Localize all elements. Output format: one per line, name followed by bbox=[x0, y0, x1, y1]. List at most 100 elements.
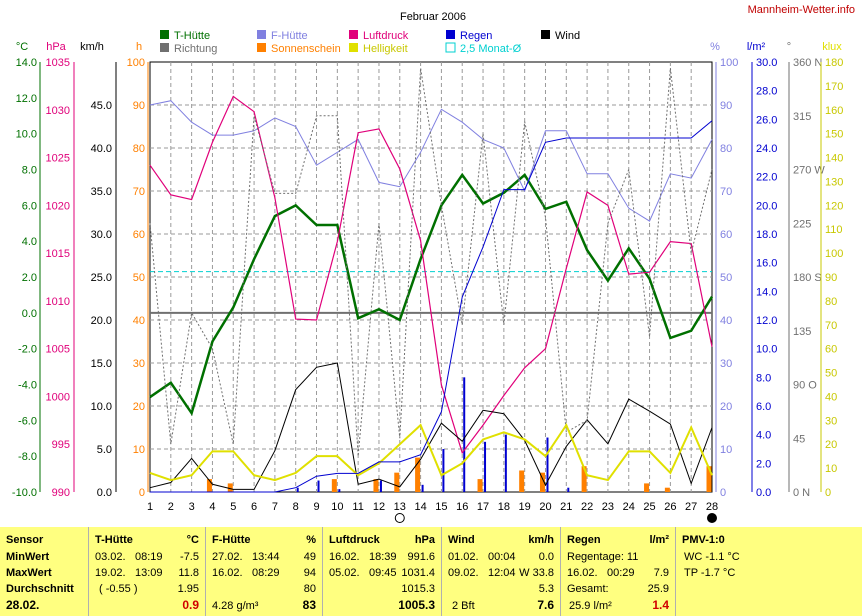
luftdruck-max-date: 05.02. bbox=[329, 567, 360, 579]
tick-label-pressure: 1015 bbox=[46, 248, 70, 260]
tick-label-temp: -4.0 bbox=[18, 380, 37, 392]
x-tick-label: 9 bbox=[313, 501, 319, 513]
stats-row-avg: Durchschnitt bbox=[6, 583, 74, 595]
x-tick-label: 17 bbox=[477, 501, 489, 513]
x-tick-label: 10 bbox=[331, 501, 343, 513]
tick-label-humidity: 10 bbox=[720, 444, 732, 456]
legend-swatch-regen bbox=[446, 30, 455, 39]
legend-swatch-helligkeit bbox=[349, 43, 358, 52]
tick-label-rain: 18.0 bbox=[756, 229, 777, 241]
bar-sonnenschein bbox=[581, 466, 587, 492]
t-huette-max-date: 19.02. bbox=[95, 567, 126, 579]
chart-title: Februar 2006 bbox=[400, 11, 466, 23]
bar-sonnenschein bbox=[227, 483, 233, 492]
axis-unit-direction: ° bbox=[787, 41, 791, 53]
luftdruck-max-val: 1031.4 bbox=[401, 567, 435, 579]
tick-label-pressure: 1030 bbox=[46, 105, 70, 117]
site-link[interactable]: Mannheim-Wetter.info bbox=[748, 4, 855, 16]
stats-col-sensor: Sensor MinWert MaxWert Durchschnitt 28.0… bbox=[0, 527, 88, 616]
t-huette-min-val: -7.5 bbox=[180, 551, 199, 563]
t-huette-unit: °C bbox=[186, 534, 199, 546]
tick-label-sun: 40 bbox=[133, 315, 145, 327]
pmv-header: PMV-1:0 bbox=[682, 534, 725, 546]
x-tick-label: 28 bbox=[706, 501, 718, 513]
bar-sonnenschein bbox=[644, 483, 650, 492]
tick-label-rain: 28.0 bbox=[756, 86, 777, 98]
tick-label-wind: 40.0 bbox=[91, 143, 112, 155]
tick-label-wind: 35.0 bbox=[91, 186, 112, 198]
tick-label-humidity: 20 bbox=[720, 401, 732, 413]
tick-label-direction: 315 bbox=[793, 111, 811, 123]
chart-lines bbox=[149, 67, 714, 493]
bar-regen bbox=[567, 487, 570, 492]
regen-total-label: Gesamt: bbox=[567, 583, 609, 595]
tick-label-wind: 25.0 bbox=[91, 272, 112, 284]
series-line-wind bbox=[149, 362, 713, 490]
tick-label-pressure: 995 bbox=[52, 439, 70, 451]
tick-label-pressure: 1035 bbox=[46, 57, 70, 69]
x-tick-label: 24 bbox=[623, 501, 635, 513]
x-tick-label: 16 bbox=[456, 501, 468, 513]
x-tick-label: 26 bbox=[664, 501, 676, 513]
t-huette-min-date: 03.02. bbox=[95, 551, 126, 563]
tick-label-pressure: 1025 bbox=[46, 153, 70, 165]
luftdruck-min-val: 991.6 bbox=[407, 551, 435, 563]
tick-label-lux: 130 bbox=[825, 176, 843, 188]
x-tick-label: 13 bbox=[394, 501, 406, 513]
f-huette-today-note: 4.28 g/m³ bbox=[212, 600, 259, 612]
tick-label-wind: 30.0 bbox=[91, 229, 112, 241]
tick-label-temp: 0.0 bbox=[22, 308, 37, 320]
luftdruck-today-val: 1005.3 bbox=[398, 598, 435, 612]
legend-swatch-luftdruck bbox=[349, 30, 358, 39]
tick-label-lux: 180 bbox=[825, 57, 843, 69]
luftdruck-header: Luftdruck bbox=[329, 534, 380, 546]
stats-col-f-huette: F-Hütte % 27.02. 13:44 49 16.02. 08:29 9… bbox=[206, 527, 322, 616]
t-huette-header: T-Hütte bbox=[95, 534, 133, 546]
tick-label-temp: -8.0 bbox=[18, 451, 37, 463]
bar-regen bbox=[379, 480, 382, 492]
regen-max-date: 16.02. bbox=[567, 567, 598, 579]
legend-label-regen: Regen bbox=[460, 30, 492, 42]
f-huette-avg-val: 80 bbox=[303, 583, 316, 595]
axis-ticks: 14.0 12.0 10.0 8.0 6.0 4.0 2.0 0.0 -2.0 -4.0 -6.0 -… bbox=[12, 57, 843, 499]
bar-sonnenschein bbox=[373, 479, 379, 492]
tick-label-wind: 5.0 bbox=[97, 444, 112, 456]
moon-phases bbox=[394, 513, 717, 523]
tick-label-lux: 90 bbox=[825, 272, 837, 284]
tick-label-temp: 10.0 bbox=[16, 129, 37, 141]
series-line-t_huette bbox=[149, 172, 714, 417]
bar-regen bbox=[463, 377, 466, 492]
t-huette-max-val: 11.8 bbox=[178, 567, 199, 579]
tick-label-humidity: 70 bbox=[720, 186, 732, 198]
f-huette-max-time: 08:29 bbox=[252, 567, 280, 579]
series-line-f_huette bbox=[149, 100, 713, 222]
tick-label-humidity: 30 bbox=[720, 358, 732, 370]
chart-bars bbox=[206, 377, 712, 492]
tick-label-rain: 0.0 bbox=[756, 487, 771, 499]
series-line-luftdruck bbox=[149, 95, 713, 455]
tick-label-rain: 26.0 bbox=[756, 114, 777, 126]
stats-header-sensor: Sensor bbox=[6, 534, 44, 546]
stats-col-luftdruck: Luftdruck hPa 16.02. 18:39 991.6 05.02. … bbox=[323, 527, 441, 616]
pmv-tp: TP -1.7 °C bbox=[684, 567, 736, 579]
bar-sonnenschein bbox=[664, 487, 670, 492]
x-tick-label: 8 bbox=[293, 501, 299, 513]
tick-label-rain: 24.0 bbox=[756, 143, 777, 155]
tick-label-lux: 150 bbox=[825, 129, 843, 141]
tick-label-direction: 45 bbox=[793, 433, 805, 445]
wind-max-time: 12:04 bbox=[488, 567, 516, 579]
tick-label-sun: 80 bbox=[133, 143, 145, 155]
luftdruck-min-date: 16.02. bbox=[329, 551, 360, 563]
t-huette-min-time: 08:19 bbox=[135, 551, 163, 563]
wind-unit: km/h bbox=[528, 534, 554, 546]
regen-today-note: 25.9 l/m² bbox=[569, 600, 612, 612]
regen-total-val: 25.9 bbox=[647, 583, 669, 595]
luftdruck-avg-val: 1015.3 bbox=[401, 583, 435, 595]
legend-swatch-richtung bbox=[160, 43, 169, 52]
tick-label-rain: 8.0 bbox=[756, 372, 771, 384]
regen-max-time: 00:29 bbox=[607, 567, 635, 579]
f-huette-max-val: 94 bbox=[303, 567, 316, 579]
luftdruck-min-time: 18:39 bbox=[369, 551, 397, 563]
regen-today-val: 1.4 bbox=[652, 598, 669, 612]
tick-label-pressure: 990 bbox=[52, 487, 70, 499]
